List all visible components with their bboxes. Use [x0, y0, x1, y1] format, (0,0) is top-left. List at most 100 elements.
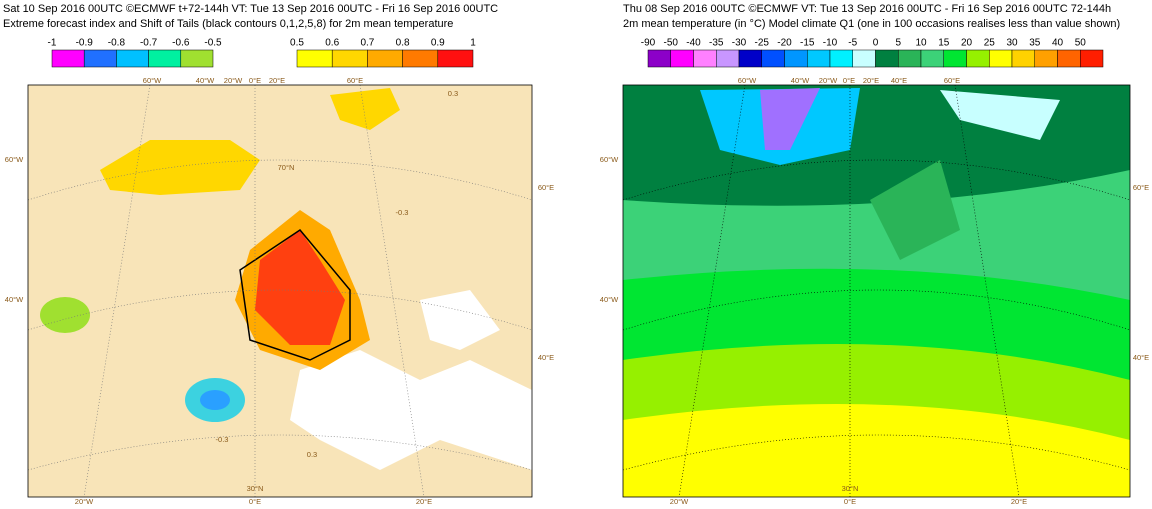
colorbar-swatch [437, 49, 474, 68]
colorbar-label: -10 [823, 38, 838, 49]
colorbar-swatch [1034, 49, 1058, 68]
map-label: 70°N [278, 163, 295, 172]
colorbar-swatch [738, 49, 762, 68]
colorbar-swatch [761, 49, 785, 68]
map-label: 0.3 [448, 89, 458, 98]
colorbar-label: -35 [709, 38, 724, 49]
colorbar-swatch [148, 49, 182, 68]
colorbar-label: 35 [1029, 38, 1041, 49]
map-label: 60°W [600, 155, 619, 164]
map-label: 20°E [863, 76, 879, 85]
colorbar-label: -0.7 [140, 38, 158, 49]
colorbar-label: -50 [664, 38, 679, 49]
colorbar-label: 40 [1052, 38, 1064, 49]
map-label: 0°E [249, 76, 261, 85]
map-label: 30°N [247, 484, 264, 493]
map-label: 60°W [738, 76, 757, 85]
map-label: 60°E [944, 76, 960, 85]
colorbar-label: -90 [641, 38, 656, 49]
colorbar-label: -15 [800, 38, 815, 49]
colorbar-swatch [1057, 49, 1081, 68]
colorbar-label: 10 [915, 38, 927, 49]
efi-map [28, 85, 532, 497]
colorbar-label: -0.5 [204, 38, 222, 49]
colorbar-label: -0.9 [76, 38, 94, 49]
map-label: 40°W [196, 76, 215, 85]
map-label: 40°E [1133, 353, 1149, 362]
map-label: 40°E [891, 76, 907, 85]
colorbar-swatch [784, 49, 808, 68]
colorbar-swatch [989, 49, 1013, 68]
map-label: 40°W [791, 76, 810, 85]
colorbar-swatch [83, 49, 117, 68]
colorbar-label: 0.6 [325, 38, 339, 49]
colorbar-swatch [898, 49, 922, 68]
colorbar-swatch [966, 49, 990, 68]
map-label: 20°W [670, 497, 689, 506]
colorbar-swatch [693, 49, 717, 68]
map-label: 0.3 [307, 450, 317, 459]
map-label: 20°E [269, 76, 285, 85]
colorbar-swatch [367, 49, 403, 68]
colorbar-label: -40 [686, 38, 701, 49]
map-label: 30°N [842, 484, 859, 493]
map-label: 20°W [75, 497, 94, 506]
colorbar-label: 0.5 [290, 38, 304, 49]
map-label: 0°E [249, 497, 261, 506]
colorbar-swatch [402, 49, 439, 68]
colorbar-label: 0.8 [396, 38, 410, 49]
colorbar-swatch [875, 49, 899, 68]
map-label: 0°E [844, 497, 856, 506]
panel-subtitle: Extreme forecast index and Shift of Tail… [3, 18, 453, 30]
map-label: 60°E [538, 183, 554, 192]
map-label: 60°E [1133, 183, 1149, 192]
colorbar-label: 20 [961, 38, 973, 49]
colorbar-swatch [920, 49, 944, 68]
colorbar-swatch [807, 49, 831, 68]
map-label: 20°E [416, 497, 432, 506]
colorbar-swatch [829, 49, 853, 68]
colorbar-label: 0 [873, 38, 879, 49]
panel-title: Sat 10 Sep 2016 00UTC ©ECMWF t+72-144h V… [3, 3, 498, 15]
colorbar-swatch [852, 49, 876, 68]
colorbar-swatch [1011, 49, 1035, 68]
map-label: 0°E [843, 76, 855, 85]
map-label: -0.3 [216, 435, 229, 444]
colorbar-label: 50 [1075, 38, 1087, 49]
colorbar-label: 5 [895, 38, 901, 49]
panel-subtitle: 2m mean temperature (in °C) Model climat… [623, 18, 1120, 30]
climate-map [623, 85, 1130, 497]
colorbar-swatch [296, 49, 333, 68]
colorbar-swatch [331, 49, 368, 68]
map-frame [622, 84, 1131, 498]
map-label: 40°W [5, 295, 24, 304]
map-label: 60°W [5, 155, 24, 164]
colorbar-swatch [116, 49, 149, 68]
colorbar-label: -20 [777, 38, 792, 49]
map-label: 60°W [143, 76, 162, 85]
colorbar-label: 15 [938, 38, 950, 49]
panel-title: Thu 08 Sep 2016 00UTC ©ECMWF VT: Tue 13 … [623, 3, 1111, 15]
colorbar-label: 30 [1006, 38, 1018, 49]
colorbar-label: -30 [732, 38, 747, 49]
map-label: 40°E [538, 353, 554, 362]
colorbar-label: -25 [755, 38, 770, 49]
colorbar-swatch [716, 49, 740, 68]
map-label: -0.3 [396, 208, 409, 217]
colorbar-label: -0.8 [108, 38, 126, 49]
colorbar-label: 1 [470, 38, 476, 49]
colorbar-label: -1 [48, 38, 57, 49]
map-label: 20°E [1011, 497, 1027, 506]
colorbar-swatch [670, 49, 694, 68]
map-label: 40°W [600, 295, 619, 304]
colorbar-swatch [1080, 49, 1104, 68]
colorbar-label: 0.9 [431, 38, 445, 49]
colorbar-swatch [180, 49, 214, 68]
map-label: 60°E [347, 76, 363, 85]
colorbar-label: 25 [984, 38, 996, 49]
colorbar-swatch [943, 49, 967, 68]
map-frame [27, 84, 533, 498]
map-label: 20°W [819, 76, 838, 85]
colorbar-label: -0.6 [172, 38, 190, 49]
colorbar-swatch [51, 49, 85, 68]
